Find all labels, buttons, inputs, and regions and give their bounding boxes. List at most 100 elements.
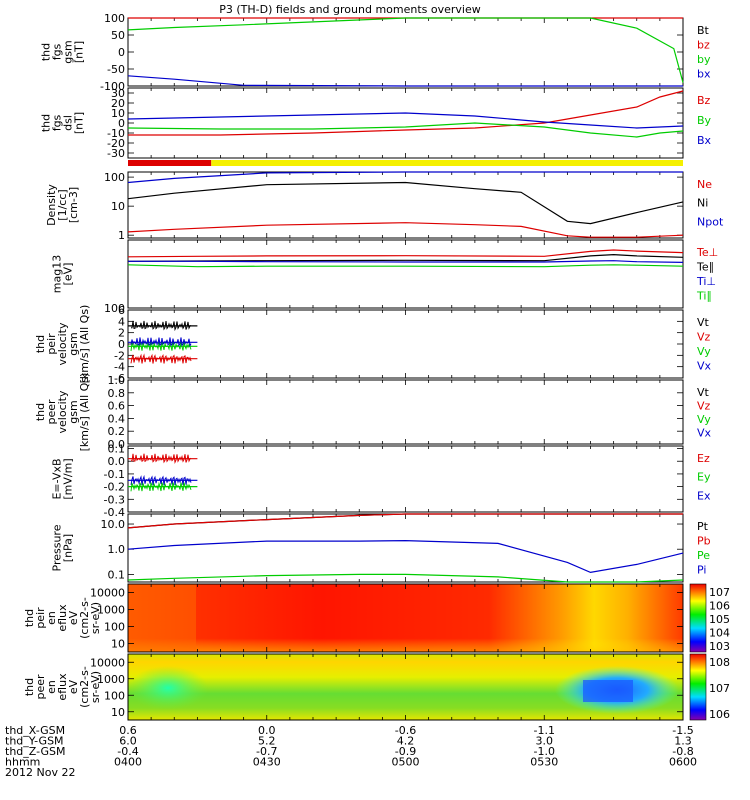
ephemeris-label: thd_X-GSM xyxy=(5,724,65,737)
ephemeris-value: -0.4 xyxy=(117,745,138,758)
legend-Vz: Vz xyxy=(697,400,711,413)
panel-frame xyxy=(127,87,684,159)
ephemeris-value: -1.5 xyxy=(672,724,693,737)
ephemeris-label: thd_Z-GSM xyxy=(5,745,65,758)
y-axis-label: thd xyxy=(40,43,53,61)
electron-spectrogram-core xyxy=(583,680,633,702)
legend-Pb: Pb xyxy=(697,535,711,548)
ion-spectrogram-early xyxy=(128,584,196,652)
ephemeris-label: thd_Y-GSM xyxy=(5,735,64,748)
series-Bx xyxy=(127,112,684,129)
y-axis-label: [mV/m] xyxy=(62,458,75,499)
ephemeris-value: 0.6 xyxy=(119,724,137,737)
series-Ti⊥ xyxy=(128,260,684,263)
y-tick-label: 100 xyxy=(104,621,125,634)
y-axis-label: gsm xyxy=(67,400,80,423)
y-tick-label: 100 xyxy=(104,171,125,184)
y-tick-label: 0 xyxy=(118,46,125,59)
y-axis-label: eflux xyxy=(56,604,69,632)
legend-Vy: Vy xyxy=(697,345,711,358)
y-tick-label: 0 xyxy=(118,117,125,130)
y-axis-label: eV xyxy=(67,679,80,694)
legend-Bt: Bt xyxy=(697,24,710,37)
y-axis-label: gsm xyxy=(67,332,80,355)
y-axis-label: peir xyxy=(45,333,58,355)
panel-density: 100 10 1 Density[1/cc][cm-3] Ne Ni Npot xyxy=(45,171,724,242)
y-axis-label: dsl xyxy=(62,115,75,131)
ephemeris-value: 6.0 xyxy=(119,735,137,748)
panel-frame xyxy=(127,513,684,583)
colorbar-label: 103 xyxy=(709,640,730,653)
noise-Vy xyxy=(130,341,192,352)
y-tick-label: -0.3 xyxy=(104,493,125,506)
y-tick-label: 10 xyxy=(111,107,125,120)
y-axis-label: peir xyxy=(34,607,47,629)
y-axis-label: [eV] xyxy=(62,263,75,286)
y-tick-label: -0.2 xyxy=(104,481,125,494)
legend-bx: bx xyxy=(697,68,711,81)
series-Ne xyxy=(127,222,684,238)
y-tick-label: -30 xyxy=(107,147,125,160)
legend-Ex: Ex xyxy=(697,489,711,502)
y-axis-label: thd xyxy=(23,609,36,627)
y-axis-label: fgs xyxy=(51,43,64,60)
ephemeris-value: 0600 xyxy=(669,756,697,769)
y-tick-label: 0.8 xyxy=(108,387,126,400)
y-tick-label: 10 xyxy=(111,638,125,651)
y-axis-label: [nT] xyxy=(73,112,86,134)
y-axis-label: [nT] xyxy=(73,41,86,63)
ephemeris-value: 0400 xyxy=(114,756,142,769)
panel-frame xyxy=(127,239,684,309)
series-Ti∥ xyxy=(127,264,684,268)
series-Npot xyxy=(127,171,683,184)
panel-peer_velocity: 1.00.80.60.40.20.0 thdpeervelocitygsm[km/… xyxy=(34,373,712,452)
y-tick-label: 0.1 xyxy=(108,568,126,581)
legend-by: by xyxy=(697,53,711,66)
legend-Pi: Pi xyxy=(697,564,706,577)
panel-temperature: 100 mag13[eV] Te⊥ Te∥Ti⊥ Ti∥ xyxy=(51,239,718,315)
legend-Vy: Vy xyxy=(697,413,711,426)
colorbar-label: 104 xyxy=(709,627,730,640)
colorbar-label: 106 xyxy=(709,708,730,721)
y-tick-label: 1000 xyxy=(97,673,125,686)
y-tick-label: -20 xyxy=(107,137,125,150)
noise-Vt xyxy=(130,320,192,332)
colorbar-label: 105 xyxy=(709,613,730,626)
legend-Vt: Vt xyxy=(697,386,710,399)
series-Te⊥ xyxy=(127,249,684,258)
ephemeris-value: 0530 xyxy=(530,756,558,769)
y-tick-label: -6 xyxy=(114,372,125,385)
y-axis-label: [km/s] (All Qs) xyxy=(78,305,91,384)
y-tick-label: 2 xyxy=(118,327,125,340)
series-Pe xyxy=(127,573,684,583)
y-tick-label: 0.4 xyxy=(108,412,126,425)
panel-frame xyxy=(127,17,684,87)
y-axis-label: gsm xyxy=(62,40,75,63)
series-Ni xyxy=(127,181,684,225)
series-bx xyxy=(127,75,683,87)
y-tick-label: 0.0 xyxy=(108,438,126,451)
y-axis-label: [cm-3] xyxy=(67,187,80,223)
legend-Vx: Vx xyxy=(697,427,712,440)
y-tick-label: 30 xyxy=(111,87,125,100)
legend-Ey: Ey xyxy=(697,471,711,484)
panel-frame xyxy=(127,445,684,513)
y-axis-label: en xyxy=(45,680,58,694)
series-Pb xyxy=(127,513,683,529)
legend-bz: bz xyxy=(697,39,710,52)
y-tick-label: -0.1 xyxy=(104,468,125,481)
legend-Vt: Vt xyxy=(697,316,710,329)
y-tick-label: 10000 xyxy=(90,656,125,669)
series-by xyxy=(127,17,684,83)
legend-Ne: Ne xyxy=(697,178,712,191)
y-axis-label: Density xyxy=(45,184,58,226)
y-axis-label: thd xyxy=(40,114,53,132)
noise-Vx xyxy=(130,337,192,348)
panel-mode_bar xyxy=(128,160,683,166)
ephemeris-value: 0500 xyxy=(392,756,420,769)
panel-efield: 0.10.0-0.1-0.2-0.3-0.4 E=-VxB[mV/m] Ez Ey Ex xyxy=(51,443,711,519)
ephemeris-value: 4.2 xyxy=(397,735,415,748)
colorbar-label: 106 xyxy=(709,600,730,613)
